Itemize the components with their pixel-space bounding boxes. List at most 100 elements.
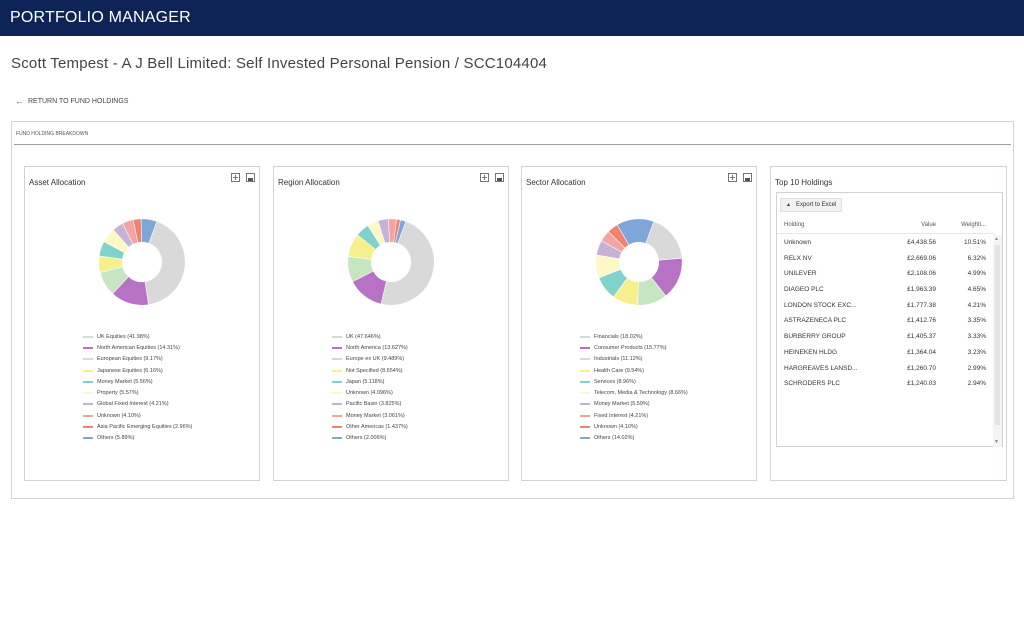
legend-item[interactable]: Industrials (11.12%) [580,354,688,365]
table-row[interactable]: UNILEVER £2,108.06 4.99% [777,266,994,282]
sector-allocation-legend: Financials (18.02%) Consumer Products (15… [580,331,688,444]
donut-slice-9[interactable] [140,218,158,244]
legend-swatch [332,414,342,417]
table-view-icon[interactable] [480,173,489,182]
holding-name: Unknown [784,239,812,246]
holding-value: £1,412.76 [907,317,936,325]
triangle-up-icon: ▲ [786,202,791,208]
export-pdf-icon[interactable] [743,173,752,182]
legend-swatch [580,380,590,383]
legend-item[interactable]: Pacific Basin (3.825%) [332,399,408,410]
legend-item[interactable]: Money Market (5.56%) [83,376,192,387]
export-to-excel-button[interactable]: ▲ Export to Excel [780,198,843,212]
legend-item[interactable]: Services (8.96%) [580,376,688,387]
table-row[interactable]: LONDON STOCK EXC... £1,777.38 4.21% [777,298,994,314]
legend-item[interactable]: Other Americas (1.437%) [332,421,408,432]
donut-slice-9[interactable] [395,219,407,244]
holding-name: HEINEKEN HLDG [784,348,838,356]
legend-item[interactable]: Fixed Interest (4.21%) [580,410,688,421]
vertical-scrollbar[interactable]: ▲ ▼ [993,235,1002,447]
holding-weighting: 4.21% [967,301,986,309]
export-pdf-icon[interactable] [495,173,504,182]
legend-item[interactable]: Property (5.57%) [83,387,192,398]
holding-name: DIAGEO PLC [784,286,824,294]
table-view-icon[interactable] [231,173,240,182]
export-pdf-icon[interactable] [246,173,255,182]
legend-item[interactable]: Asia Pacific Emerging Equities (2.96%) [83,421,192,432]
legend-label: Japanese Equities (6.16%) [97,367,163,374]
legend-swatch [580,414,590,417]
legend-item[interactable]: Money Market (3.061%) [332,410,408,421]
legend-item[interactable]: Others (2.006%) [332,433,408,444]
legend-item[interactable]: Unknown (4.10%) [83,410,192,421]
holding-value: £4,438.56 [907,239,936,246]
legend-label: Not Specified (8.654%) [346,367,403,374]
legend-item[interactable]: North American Equities (14.31%) [83,342,192,353]
legend-swatch [332,335,342,338]
donut-slice-0[interactable] [144,221,186,306]
table-row[interactable]: BURBERRY GROUP £1,405.37 3.33% [777,329,994,345]
table-row[interactable]: RELX NV £2,669.06 6.32% [777,251,994,267]
legend-item[interactable]: Health Care (9.54%) [580,365,688,376]
export-label: Export to Excel [795,202,837,208]
legend-swatch [580,426,590,429]
back-link-label: RETURN TO FUND HOLDINGS [28,97,129,105]
legend-item[interactable]: Japanese Equities (6.16%) [83,365,192,376]
legend-item[interactable]: European Equities (9.17%) [83,354,192,365]
legend-swatch [83,358,93,361]
page-title: Scott Tempest - A J Bell Limited: Self I… [11,55,548,72]
asset-allocation-panel: Asset Allocation UK Equities (41.98%) Nor… [24,166,260,481]
scroll-up-icon[interactable]: ▲ [994,236,999,242]
legend-item[interactable]: Not Specified (8.654%) [332,365,408,376]
legend-label: Industrials (11.12%) [594,356,643,363]
table-row[interactable]: Unknown £4,438.56 10.51% [777,235,994,251]
holding-weighting: 3.33% [967,333,986,341]
column-weighting[interactable]: Weighti... [961,222,986,228]
legend-swatch [332,369,342,372]
legend-item[interactable]: Unknown (4.096%) [332,387,408,398]
legend-item[interactable]: Consumer Products (15.77%) [580,342,688,353]
table-row[interactable]: SCHRODERS PLC £1,240.03 2.94% [777,376,994,392]
legend-swatch [580,346,590,349]
table-row[interactable]: HEINEKEN HLDG £1,364.04 3.23% [777,345,994,361]
table-row[interactable]: DIAGEO PLC £1,963.39 4.65% [777,282,994,298]
donut-slice-0[interactable] [380,221,435,306]
legend-item[interactable]: Europe ex UK (9.489%) [332,354,408,365]
legend-label: Unknown (4.10%) [97,412,141,419]
legend-item[interactable]: UK (47.646%) [332,331,408,342]
table-view-icon[interactable] [728,173,737,182]
legend-swatch [580,403,590,406]
legend-swatch [580,358,590,361]
legend-item[interactable]: North America (13.627%) [332,342,408,353]
legend-item[interactable]: UK Equities (41.98%) [83,331,192,342]
legend-label: Services (8.96%) [594,378,636,385]
table-row[interactable]: ASTRAZENECA PLC £1,412.76 3.35% [777,313,994,329]
scrollbar-thumb[interactable] [995,245,1000,425]
column-holding[interactable]: Holding [784,222,805,228]
legend-item[interactable]: Telecom, Media & Technology (8.66%) [580,387,688,398]
legend-label: North American Equities (14.31%) [97,344,180,351]
legend-label: Japan (5.118%) [346,378,385,385]
panel-title: Region Allocation [278,178,340,187]
scroll-down-icon[interactable]: ▼ [994,439,999,445]
legend-item[interactable]: Others (5.89%) [83,433,192,444]
sector-allocation-panel: Sector Allocation Financials (18.02%) Con… [521,166,757,481]
table-row[interactable]: HARGREAVES LANSD... £1,260.70 2.99% [777,361,994,377]
donut-slice-9[interactable] [616,218,655,246]
holding-value: £2,108.06 [907,270,936,278]
holding-value: £2,669.06 [907,254,936,262]
legend-swatch [332,392,342,395]
legend-item[interactable]: Others (14.02%) [580,433,688,444]
legend-item[interactable]: Money Market (5.59%) [580,399,688,410]
legend-item[interactable]: Unknown (4.10%) [580,421,688,432]
holding-value: £1,364.04 [907,348,936,356]
return-to-fund-holdings-link[interactable]: ← RETURN TO FUND HOLDINGS [15,96,128,106]
column-value[interactable]: Value [921,222,936,228]
holding-name: HARGREAVES LANSD... [784,364,858,372]
legend-item[interactable]: Financials (18.02%) [580,331,688,342]
legend-item[interactable]: Global Fixed Interest (4.21%) [83,399,192,410]
top-bar: PORTFOLIO MANAGER [0,0,1024,36]
holding-name: UNILEVER [784,270,817,278]
legend-item[interactable]: Japan (5.118%) [332,376,408,387]
legend-swatch [580,335,590,338]
